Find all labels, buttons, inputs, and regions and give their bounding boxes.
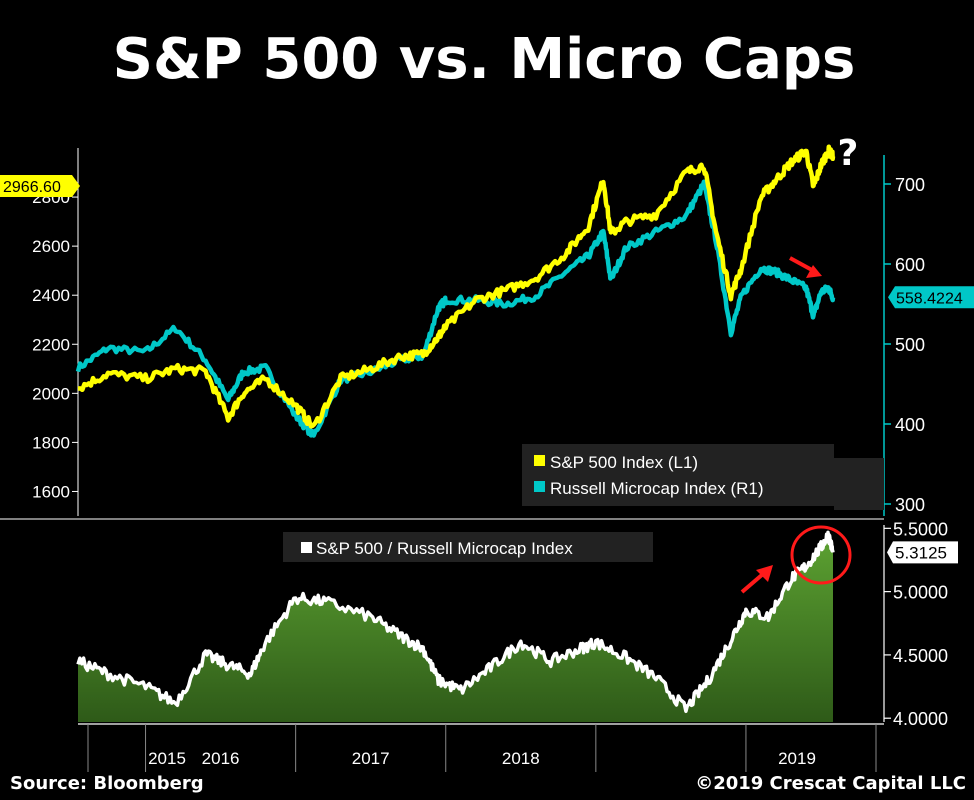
highlight-circle (790, 525, 852, 585)
x-axis-year-label: 2018 (502, 749, 540, 768)
x-axis-year-label: 2017 (352, 749, 390, 768)
legend-swatch-sp500 (534, 455, 545, 466)
bottom-axis-tick-label: 5.5000 (893, 519, 948, 539)
legend-label-microcap: Russell Microcap Index (R1) (550, 479, 764, 498)
microcap-last-value-label: 558.4224 (896, 290, 963, 307)
bottom-legend-box (283, 532, 653, 562)
left-axis-tick-label: 1600 (32, 482, 70, 501)
right-axis-tick-label: 400 (895, 415, 925, 435)
ratio-last-value-label: 5.3125 (895, 543, 947, 562)
legend-swatch-ratio (301, 542, 312, 553)
right-axis-tick-label: 300 (895, 495, 925, 515)
top-legend-box (522, 444, 834, 506)
x-axis-year-label: 2019 (778, 749, 816, 768)
up-arrow-shaft (740, 572, 765, 594)
source-note: Source: Bloomberg (10, 773, 204, 794)
bottom-panel: 4.0000 4.5000 5.0000 5.5000 5.3125 S&P 500 / … (76, 519, 958, 729)
x-axis: 2015 2016 2017 2018 2019 (78, 723, 884, 772)
left-axis-tick-label: 2200 (32, 335, 70, 354)
up-arrow-head (756, 565, 773, 582)
ratio-area (78, 532, 833, 722)
ratio-line (76, 530, 835, 714)
left-axis-tick-label: 2000 (32, 384, 70, 403)
legend-label-ratio: S&P 500 / Russell Microcap Index (316, 539, 573, 558)
top-panel: 1600180020002200240026002800300400500600… (0, 144, 974, 520)
right-axis-tick-label: 600 (895, 255, 925, 275)
left-axis-tick-label: 2600 (32, 237, 70, 256)
down-arrow-head (806, 265, 822, 278)
left-axis-tick-label: 2400 (32, 286, 70, 305)
left-axis-tick-label: 1800 (32, 433, 70, 452)
page-title: S&P 500 vs. Micro Caps (113, 27, 856, 92)
bottom-axis-tick-label: 4.5000 (893, 646, 948, 666)
microcap-last-value-tag (888, 286, 974, 309)
legend-swatch-microcap (534, 481, 545, 492)
copyright-note: ©2019 Crescat Capital LLC (695, 773, 966, 794)
bottom-axis-tick-label: 4.0000 (893, 709, 948, 729)
sp500-last-value-label: 2966.60 (3, 179, 61, 196)
right-axis-tick-label: 700 (895, 175, 925, 195)
x-axis-year-label: 2016 (202, 749, 240, 768)
right-axis-tick-label: 500 (895, 335, 925, 355)
sp500-line (77, 144, 836, 429)
bottom-axis-tick-label: 5.0000 (893, 583, 948, 603)
microcap-line (75, 179, 836, 438)
top-legend-box-extension (834, 458, 884, 510)
sp500-last-value-tag (0, 175, 80, 197)
down-arrow-shaft (789, 256, 813, 272)
question-mark-annotation: ? (838, 133, 859, 174)
x-axis-year-label: 2015 (148, 749, 186, 768)
ratio-last-value-tag (887, 541, 958, 564)
legend-label-sp500: S&P 500 Index (L1) (550, 453, 698, 472)
